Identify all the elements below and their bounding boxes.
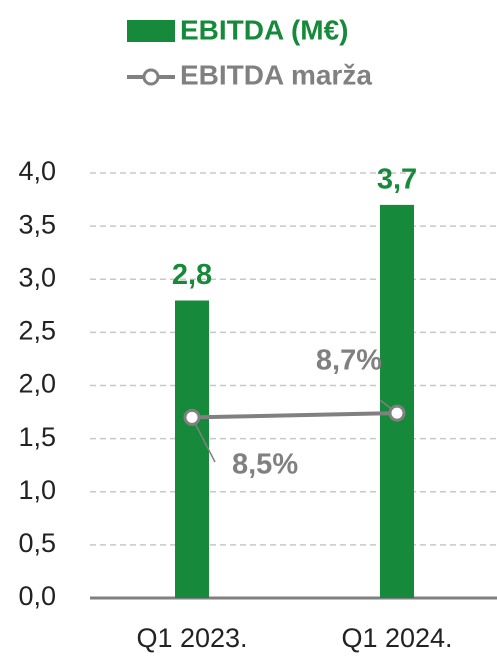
y-tick-label: 4,0 <box>18 156 56 186</box>
y-tick-label: 0,5 <box>18 528 56 558</box>
y-tick-label: 3,0 <box>18 262 56 292</box>
data-label: 8,7% <box>316 345 382 377</box>
data-label: 8,5% <box>232 449 298 481</box>
y-tick-label: 1,5 <box>18 422 56 452</box>
bar <box>175 300 209 598</box>
legend-label: EBITDA marža <box>180 59 372 90</box>
data-label: 2,8 <box>172 259 212 291</box>
legend-label: EBITDA (M€) <box>180 14 349 45</box>
marker <box>183 408 201 426</box>
legend-swatch-bar <box>127 20 175 42</box>
y-tick-label: 1,0 <box>18 475 56 505</box>
legend-swatch-marker <box>142 68 160 86</box>
y-tick-label: 2,5 <box>18 316 56 346</box>
x-tick-label: Q1 2023. <box>136 623 247 653</box>
data-label: 3,7 <box>377 164 417 196</box>
marker <box>388 404 406 422</box>
x-tick-label: Q1 2024. <box>341 623 452 653</box>
y-tick-label: 0,0 <box>18 581 56 611</box>
y-tick-label: 3,5 <box>18 209 56 239</box>
y-tick-label: 2,0 <box>18 369 56 399</box>
line <box>191 411 398 420</box>
bar <box>380 204 414 598</box>
